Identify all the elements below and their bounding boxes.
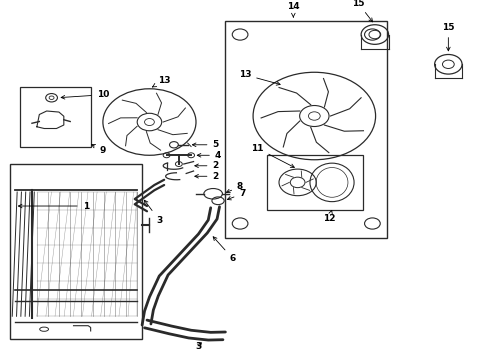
Text: 14: 14	[287, 2, 299, 17]
Text: 4: 4	[197, 151, 221, 160]
Text: 12: 12	[323, 210, 336, 223]
Text: 2: 2	[195, 161, 219, 170]
Text: 5: 5	[193, 140, 219, 149]
Text: 9: 9	[92, 145, 106, 154]
Text: 10: 10	[61, 90, 109, 99]
Text: 1: 1	[19, 202, 89, 211]
Bar	[20, 87, 91, 147]
Text: 2: 2	[195, 172, 219, 181]
Text: 8: 8	[226, 182, 243, 193]
Text: 7: 7	[227, 189, 246, 200]
Text: 15: 15	[442, 23, 455, 51]
Text: 11: 11	[251, 144, 294, 167]
Bar	[225, 21, 387, 238]
Bar	[267, 155, 363, 210]
Text: 15: 15	[352, 0, 372, 22]
Text: 13: 13	[239, 70, 280, 85]
Text: 13: 13	[152, 76, 171, 87]
Text: 3: 3	[196, 342, 201, 351]
Bar	[10, 164, 142, 339]
Text: 3: 3	[145, 200, 162, 225]
Text: 6: 6	[213, 237, 236, 263]
